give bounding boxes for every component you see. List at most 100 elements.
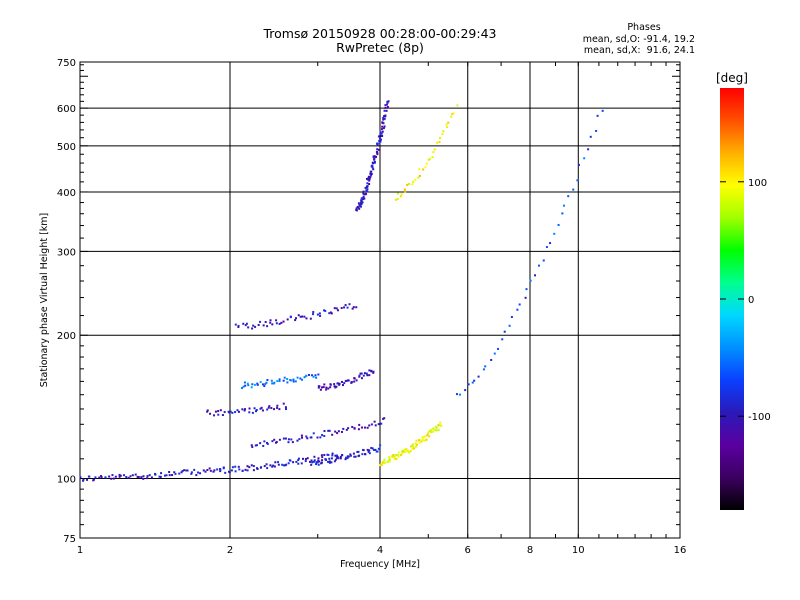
- data-point: [391, 455, 394, 458]
- data-point: [567, 195, 570, 198]
- data-point: [110, 477, 113, 480]
- data-point: [202, 469, 205, 472]
- y-axis-label: Stationary phase Virtual Height [km]: [39, 213, 50, 387]
- data-point: [353, 380, 356, 383]
- data-point: [392, 454, 395, 457]
- data-point: [300, 434, 303, 437]
- data-point: [243, 408, 246, 411]
- data-point: [360, 200, 363, 203]
- data-point: [524, 296, 527, 299]
- x-tick-label: 4: [377, 545, 383, 556]
- data-point: [473, 379, 476, 382]
- data-point: [221, 414, 224, 417]
- colorbar-tick-label: 100: [748, 178, 767, 189]
- data-point: [557, 223, 560, 226]
- data-point: [269, 319, 272, 322]
- data-point: [352, 452, 355, 455]
- data-point: [246, 382, 249, 385]
- data-point: [219, 470, 222, 473]
- data-point: [421, 436, 424, 439]
- data-point: [336, 382, 339, 385]
- data-point: [271, 323, 274, 326]
- data-point: [362, 197, 365, 200]
- data-point: [371, 164, 374, 167]
- data-point: [353, 455, 356, 458]
- data-point: [437, 428, 440, 431]
- data-point: [119, 474, 122, 477]
- data-point: [438, 137, 441, 140]
- data-point: [206, 469, 209, 472]
- data-point: [301, 315, 304, 318]
- data-point: [373, 160, 376, 163]
- data-point: [278, 378, 281, 381]
- data-point: [376, 142, 379, 145]
- data-point: [271, 465, 274, 468]
- data-point: [363, 193, 366, 196]
- data-point: [251, 411, 254, 414]
- data-point: [510, 316, 513, 319]
- data-point: [421, 438, 424, 441]
- data-point: [349, 454, 352, 457]
- data-point: [337, 430, 340, 433]
- data-point: [285, 408, 288, 411]
- data-point: [362, 374, 365, 377]
- data-point: [366, 448, 369, 451]
- data-point: [503, 330, 506, 333]
- data-point: [400, 193, 403, 196]
- data-point: [317, 373, 320, 376]
- data-point: [529, 279, 532, 282]
- data-point: [372, 371, 375, 374]
- data-point: [369, 172, 372, 175]
- grid-lines: [80, 62, 680, 538]
- data-point: [388, 458, 391, 461]
- data-point: [379, 464, 382, 467]
- data-point: [286, 381, 289, 384]
- data-point: [228, 411, 231, 414]
- data-point: [266, 379, 269, 382]
- data-point: [259, 381, 262, 384]
- data-point: [310, 463, 313, 466]
- data-point: [455, 393, 458, 396]
- data-point: [379, 132, 382, 135]
- data-point: [325, 388, 328, 391]
- data-point: [370, 172, 373, 175]
- data-point: [383, 125, 386, 128]
- data-point: [263, 465, 266, 468]
- data-point: [219, 409, 222, 412]
- data-point: [366, 426, 369, 429]
- data-point: [372, 448, 375, 451]
- data-point: [366, 185, 369, 188]
- data-point: [297, 314, 300, 317]
- data-point: [370, 369, 373, 372]
- data-point: [361, 201, 364, 204]
- data-point: [330, 457, 333, 460]
- data-point: [244, 384, 247, 387]
- data-point: [422, 168, 425, 171]
- data-point: [578, 163, 581, 166]
- data-point: [217, 410, 220, 413]
- data-point: [317, 457, 320, 460]
- data-point: [247, 384, 250, 387]
- data-point: [413, 447, 416, 450]
- data-point: [415, 439, 418, 442]
- data-point: [243, 409, 246, 412]
- data-point: [301, 378, 304, 381]
- data-point: [247, 326, 250, 329]
- data-point: [228, 471, 231, 474]
- data-point: [260, 466, 263, 469]
- data-point: [257, 323, 260, 326]
- data-point: [333, 383, 336, 386]
- data-point: [301, 436, 304, 439]
- data-point: [242, 322, 245, 325]
- data-point: [372, 168, 375, 171]
- data-point: [376, 153, 379, 156]
- data-point: [405, 448, 408, 451]
- axis-ticks: [79, 62, 681, 538]
- data-point: [312, 432, 315, 435]
- data-point: [385, 109, 388, 112]
- data-point: [334, 458, 337, 461]
- data-point: [431, 156, 434, 159]
- data-point: [367, 178, 370, 181]
- data-point: [355, 207, 358, 210]
- data-point: [256, 382, 259, 385]
